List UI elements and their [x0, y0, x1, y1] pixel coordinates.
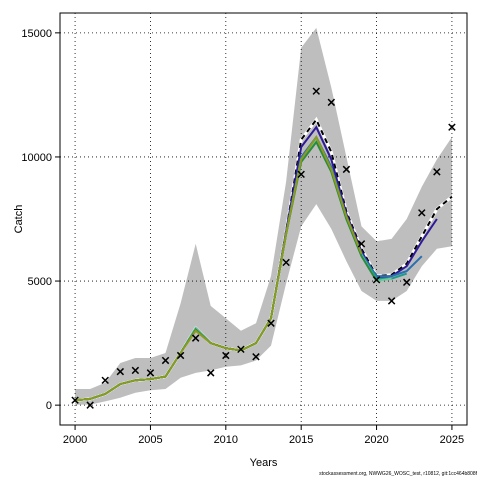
observed-point: [207, 369, 215, 377]
observed-point: [342, 165, 351, 174]
observed-catch-points: [71, 87, 456, 409]
observed-point: [267, 319, 275, 327]
observed-point: [116, 367, 125, 376]
observed-point: [418, 209, 426, 217]
x-tick-label: 2005: [138, 434, 162, 446]
y-tick-label: 5000: [28, 276, 52, 288]
observed-point: [86, 401, 94, 409]
y-tick-label: 0: [46, 400, 52, 412]
confidence-band-area: [75, 27, 452, 405]
observed-point: [372, 276, 381, 284]
observed-point: [146, 369, 155, 377]
x-axis-label: Years: [250, 457, 278, 469]
observed-point: [387, 297, 396, 305]
y-axis-label: Catch: [13, 205, 25, 234]
observed-point: [161, 356, 170, 365]
observed-point: [222, 351, 230, 360]
x-tick-label: 2020: [364, 434, 388, 446]
x-tick-label: 2010: [214, 434, 238, 446]
observed-point: [327, 98, 336, 107]
catch-series-lines: [74, 116, 453, 402]
grid-lines: [60, 13, 467, 425]
plot-frame: [59, 12, 468, 426]
observed-point: [282, 258, 290, 267]
series-line-6: [75, 135, 363, 402]
observed-point: [71, 396, 79, 404]
observed-point: [191, 334, 200, 342]
x-tick-label: 2015: [289, 434, 313, 446]
observed-point: [297, 170, 305, 179]
observed-point: [433, 168, 441, 176]
observed-point: [312, 87, 320, 95]
observed-point: [402, 278, 411, 287]
confidence-band: [75, 27, 452, 405]
x-tick-label: 2025: [440, 434, 464, 446]
observed-point: [252, 353, 260, 361]
y-tick-label: 10000: [21, 152, 52, 164]
observed-point: [357, 240, 366, 248]
observed-point: [101, 376, 109, 385]
footer-note: stockassessment.org, NWWG26_WOSC_test, r…: [319, 471, 477, 477]
observed-point: [448, 123, 456, 131]
y-tick-label: 15000: [21, 28, 52, 40]
axes: 2000 2005 2010 2015 2020 2025 0 5000 10000 15000: [21, 28, 464, 446]
observed-point: [237, 345, 245, 354]
observed-point: [131, 366, 140, 375]
x-tick-label: 2000: [63, 434, 87, 446]
observed-point: [176, 351, 185, 360]
